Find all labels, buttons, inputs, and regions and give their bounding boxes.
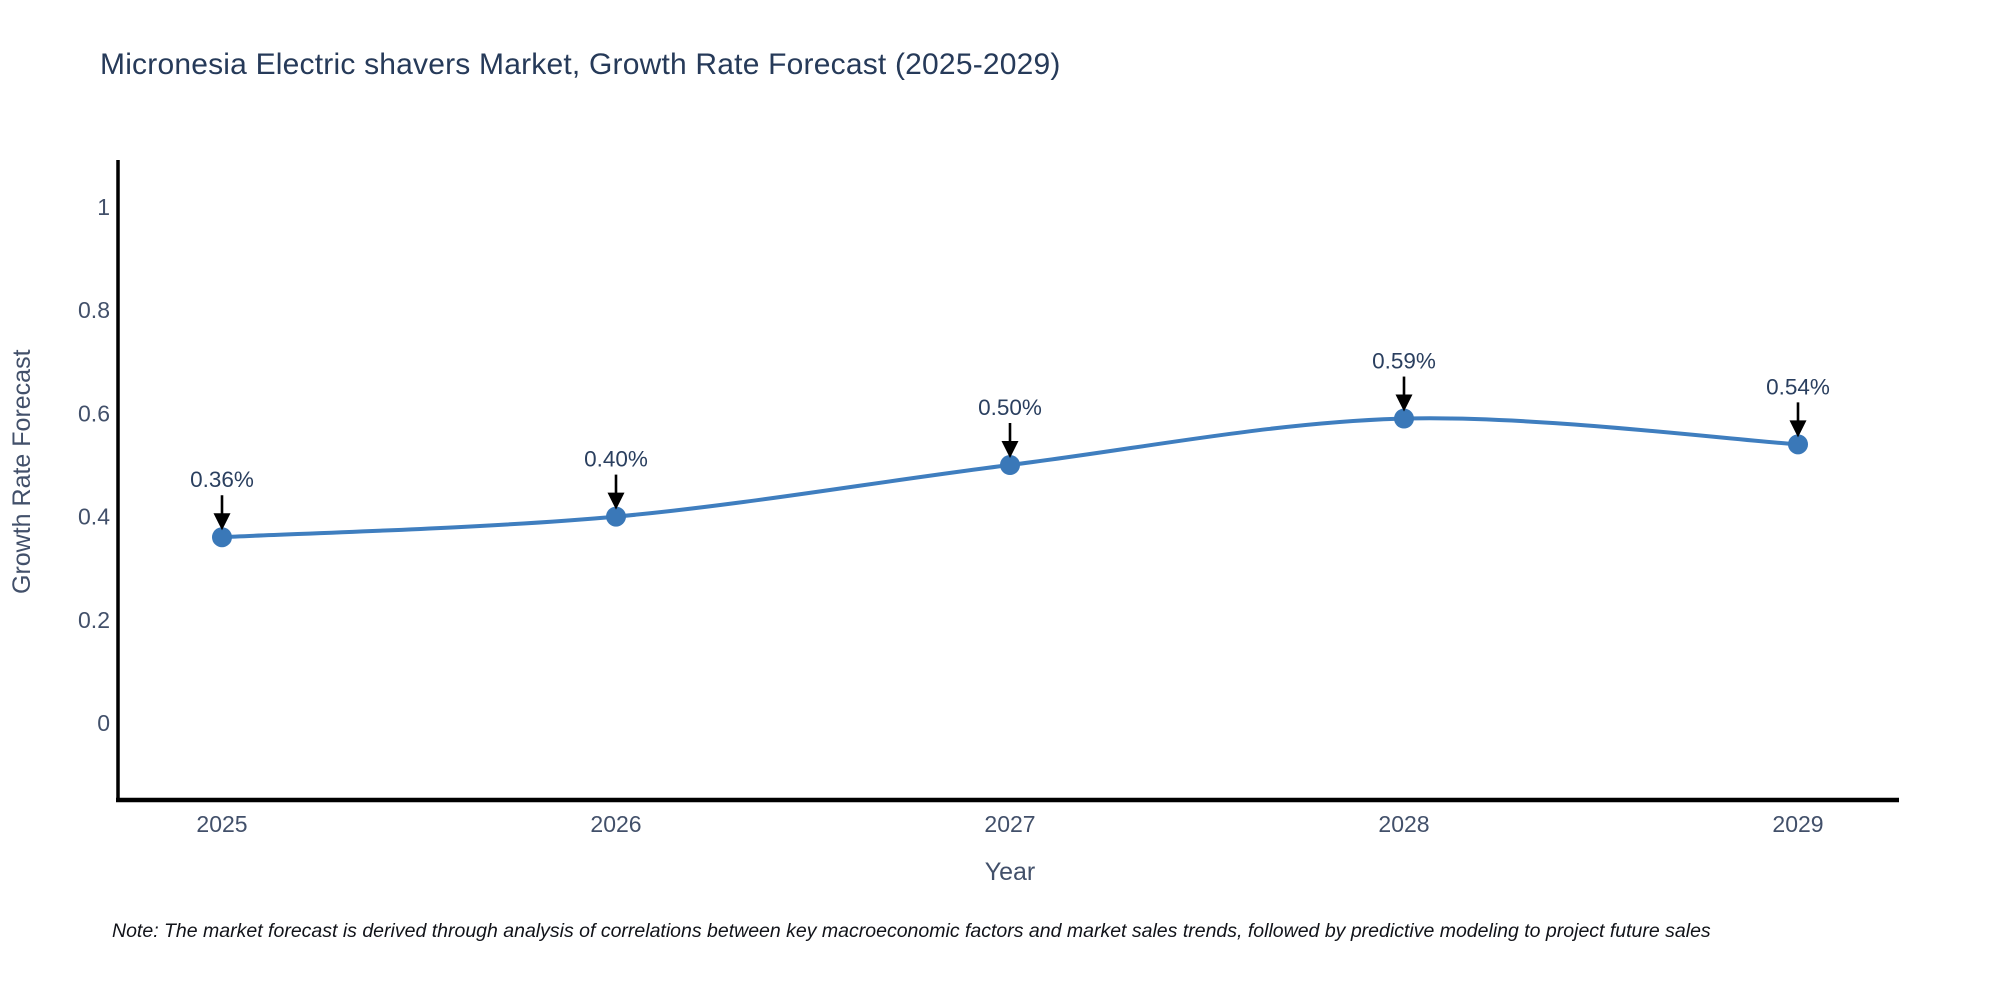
y-tick-label: 0.8 <box>78 297 110 323</box>
x-tick-label: 2025 <box>196 811 247 837</box>
y-tick-label: 0 <box>97 710 110 736</box>
x-tick-label: 2029 <box>1772 811 1823 837</box>
data-point-marker <box>606 506 626 527</box>
x-axis-title: Year <box>984 858 1036 886</box>
annotation-arrow-head <box>1395 394 1413 412</box>
annotation-arrow-head <box>607 492 625 510</box>
data-point-marker <box>1394 408 1414 429</box>
annotation-arrow-head <box>1789 420 1807 438</box>
annotation-arrow-head <box>1001 441 1019 458</box>
y-tick-label: 0.4 <box>78 504 110 530</box>
y-tick-label: 0.6 <box>78 400 110 426</box>
x-tick-label: 2026 <box>590 811 641 837</box>
data-point-marker <box>1000 455 1020 475</box>
data-point-marker <box>212 527 232 548</box>
data-point-label: 0.36% <box>190 467 254 492</box>
y-tick-label: 0.2 <box>78 607 110 633</box>
y-tick-label: 1 <box>97 194 110 220</box>
chart-title: Micronesia Electric shavers Market, Grow… <box>100 48 1061 81</box>
x-tick-label: 2028 <box>1378 811 1429 837</box>
data-point-label: 0.50% <box>978 395 1042 420</box>
y-axis-title: Growth Rate Forecast <box>8 349 36 595</box>
footnote: Note: The market forecast is derived thr… <box>112 920 1711 942</box>
data-point-marker <box>1788 434 1808 455</box>
x-tick-label: 2027 <box>984 811 1035 837</box>
data-point-label: 0.59% <box>1372 349 1436 374</box>
annotation-arrow-head <box>213 513 231 531</box>
data-point-label: 0.40% <box>584 447 648 472</box>
data-point-label: 0.54% <box>1766 374 1830 399</box>
